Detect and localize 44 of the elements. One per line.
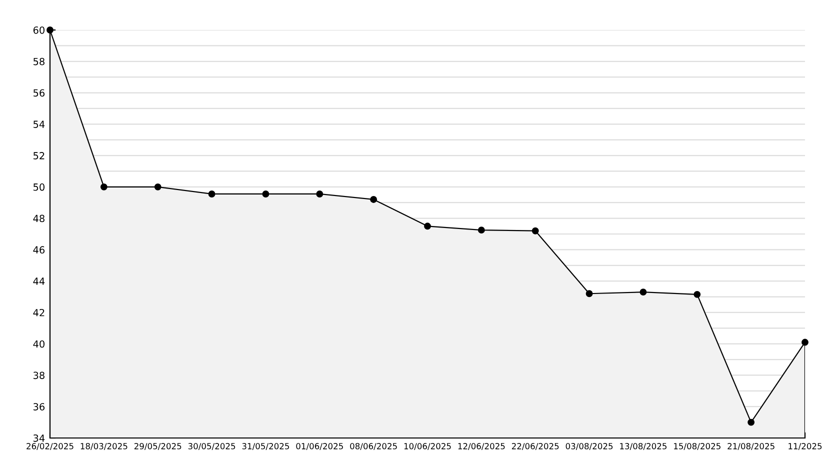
y-tick-label: 60 (33, 26, 44, 34)
x-tick-label: 30/05/2025 (188, 443, 236, 450)
y-tick-label: 54 (34, 120, 45, 128)
x-tick-label: 10/06/2025 (404, 443, 451, 450)
point (100, 183, 108, 190)
y-tick-label: 56 (34, 89, 45, 97)
point (586, 290, 593, 298)
point (424, 222, 431, 230)
x-tick-label: 21/08/2025 (728, 443, 774, 450)
point (478, 226, 485, 234)
x-tick-label: 01/06/2025 (296, 443, 343, 450)
point (154, 183, 162, 190)
point (748, 418, 755, 426)
x-tick-label: 15/08/2025 (674, 443, 720, 450)
y-tick-label: 46 (33, 246, 45, 254)
x-tick-label: 11/2025 (788, 443, 822, 450)
y-tick-label: 40 (33, 340, 44, 348)
point (694, 290, 701, 298)
y-tick-label: 44 (33, 278, 45, 285)
x-tick-label: 13/08/2025 (620, 443, 666, 450)
point (802, 338, 808, 346)
x-tick-label: 08/06/2025 (350, 443, 397, 450)
point (370, 196, 378, 203)
y-tick-label: 34 (34, 434, 45, 442)
point (208, 190, 216, 198)
x-tick-label: 31/05/2025 (242, 443, 289, 450)
x-tick-label: 12/06/2025 (458, 443, 505, 450)
point (532, 227, 539, 234)
x-tick-label: 22/06/2025 (512, 443, 559, 450)
y-tick-label: 42 (33, 308, 44, 316)
x-tick-label: 29/05/2025 (134, 443, 182, 450)
point (262, 190, 270, 198)
y-tick-label: 48 (33, 214, 44, 222)
point (316, 190, 324, 198)
y-tick-label: 52 (34, 152, 44, 160)
point (46, 26, 54, 34)
y-tick-label: 38 (34, 372, 44, 380)
y-tick-label: 50 (34, 183, 44, 191)
y-tick-label: 58 (34, 58, 44, 66)
y-tick-label: 36 (34, 403, 45, 410)
x-tick-label: 03/08/2025 (566, 443, 613, 450)
x-tick-label: 26/02/2025 (26, 443, 74, 450)
x-tick-label: 18/03/2025 (80, 443, 128, 450)
point (640, 288, 647, 296)
